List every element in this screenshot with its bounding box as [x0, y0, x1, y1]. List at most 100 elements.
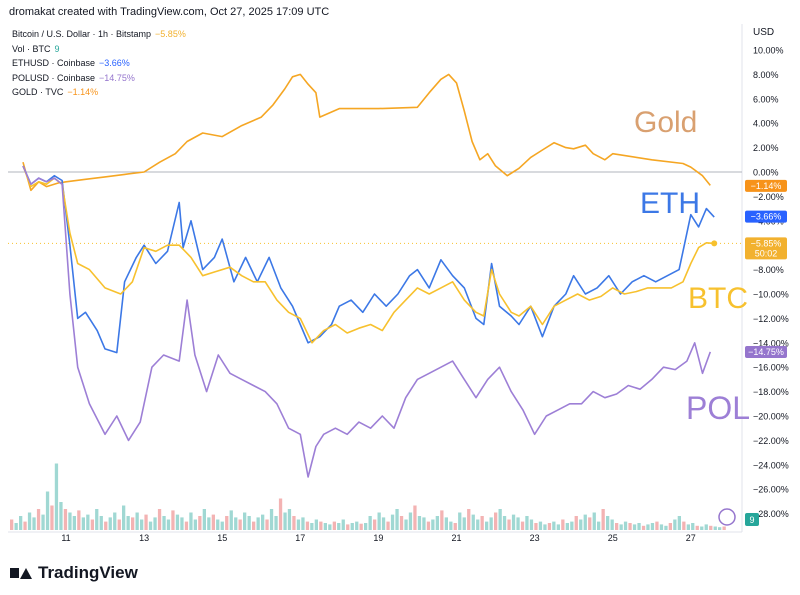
annotation-btc: BTC	[688, 282, 748, 315]
volume-bar	[359, 523, 363, 530]
replay-icon[interactable]	[718, 508, 736, 526]
volume-bar	[68, 512, 72, 530]
y-tick-label: 0.00%	[753, 168, 779, 178]
series-line-pol[interactable]	[22, 165, 712, 478]
volume-bar	[686, 524, 690, 530]
volume-bar	[462, 517, 466, 530]
x-tick-label: 25	[608, 533, 618, 543]
volume-bar	[556, 524, 560, 530]
volume-bar	[718, 527, 722, 530]
last-value-text: −1.14%	[751, 181, 782, 191]
volume-bar	[655, 521, 659, 530]
volume-bar	[377, 512, 381, 530]
volume-bar	[19, 516, 23, 530]
volume-bar	[489, 517, 493, 530]
volume-bar	[494, 512, 498, 530]
volume-bar	[126, 516, 130, 530]
volume-bar	[346, 524, 350, 530]
volume-bar	[610, 519, 614, 530]
y-tick-label: −10.00%	[753, 290, 789, 300]
volume-bar	[117, 519, 121, 530]
volume-bar	[668, 523, 672, 530]
volume-bar	[529, 519, 534, 530]
x-tick-label: 11	[61, 533, 70, 543]
legend-value: 9	[54, 43, 60, 54]
volume-bar	[32, 517, 36, 530]
volume-bar	[140, 519, 144, 530]
volume-bar	[498, 509, 502, 530]
volume-bar	[283, 512, 287, 530]
volume-bar	[601, 509, 605, 530]
volume-bar	[10, 519, 14, 530]
legend-row-eth[interactable]: ETHUSD · Coinbase −3.66%	[12, 56, 186, 71]
y-tick-label: −8.00%	[753, 265, 784, 275]
volume-bar	[45, 491, 50, 530]
x-tick-label: 13	[139, 533, 149, 543]
volume-bar	[704, 524, 708, 530]
volume-bar	[422, 517, 426, 530]
y-tick-label: −2.00%	[753, 192, 784, 202]
volume-bar	[234, 517, 238, 530]
volume-bar	[632, 524, 637, 530]
last-value-text: −3.66%	[751, 212, 782, 222]
y-tick-label: −18.00%	[753, 387, 789, 397]
volume-bar	[23, 521, 27, 530]
btc-last-point	[711, 240, 718, 247]
volume-bar	[108, 517, 112, 530]
legend: Bitcoin / U.S. Dollar · 1h · Bitstamp −5.…	[12, 27, 186, 100]
series-line-gold[interactable]	[22, 73, 711, 192]
volume-bar	[328, 524, 332, 530]
volume-bar	[444, 517, 448, 530]
volume-bar	[368, 516, 372, 530]
legend-row-volume[interactable]: Vol · BTC 9	[12, 42, 186, 57]
legend-row-pol[interactable]: POLUSD · Coinbase −14.75%	[12, 71, 186, 86]
legend-label: ETHUSD · Coinbase	[12, 58, 96, 68]
y-tick-label: 8.00%	[753, 70, 779, 80]
volume-bar	[198, 516, 202, 530]
volume-bar	[77, 510, 81, 530]
series-line-btc[interactable]	[22, 165, 715, 344]
volume-bar	[54, 463, 59, 530]
volume-bar	[202, 509, 206, 530]
volume-bar	[623, 521, 628, 530]
volume-bar	[597, 521, 601, 530]
volume-bar	[323, 523, 327, 530]
volume-bar	[713, 526, 717, 530]
legend-row-btc[interactable]: Bitcoin / U.S. Dollar · 1h · Bitstamp −5.…	[12, 27, 186, 42]
volume-bar	[305, 521, 310, 530]
volume-bar	[211, 514, 215, 530]
price-scale-currency[interactable]: USD	[753, 27, 775, 38]
volume-bar	[41, 514, 45, 530]
y-tick-label: −28.00%	[753, 509, 789, 519]
legend-label: Vol · BTC	[12, 43, 51, 54]
volume-bar	[534, 523, 538, 530]
volume-bar	[606, 516, 610, 530]
volume-bar	[390, 514, 395, 530]
volume-bar	[292, 516, 296, 530]
volume-bar	[265, 519, 269, 530]
legend-label: POLUSD · Coinbase	[12, 72, 96, 83]
y-tick-label: 2.00%	[753, 143, 779, 153]
volume-bar	[413, 505, 417, 530]
series-line-eth[interactable]	[22, 165, 715, 354]
volume-bar	[81, 517, 85, 530]
volume-bar	[261, 514, 265, 530]
volume-bar	[301, 517, 305, 530]
volume-bar	[216, 519, 220, 530]
volume-bar	[395, 509, 399, 530]
volume-bar	[511, 514, 516, 530]
volume-bar	[287, 509, 292, 530]
x-tick-label: 23	[530, 533, 540, 543]
volume-bar	[166, 519, 171, 530]
y-tick-label: 4.00%	[753, 119, 779, 129]
volume-bar	[59, 502, 63, 530]
legend-label: Bitcoin / U.S. Dollar · 1h · Bitstamp	[12, 29, 152, 39]
volume-bar	[722, 526, 726, 530]
volume-bar	[50, 505, 54, 530]
volume-bar	[677, 516, 681, 530]
volume-bar	[256, 517, 260, 530]
volume-bar	[570, 521, 574, 530]
legend-row-gold[interactable]: GOLD · TVC −1.14%	[12, 85, 186, 100]
y-tick-label: 6.00%	[753, 94, 779, 104]
